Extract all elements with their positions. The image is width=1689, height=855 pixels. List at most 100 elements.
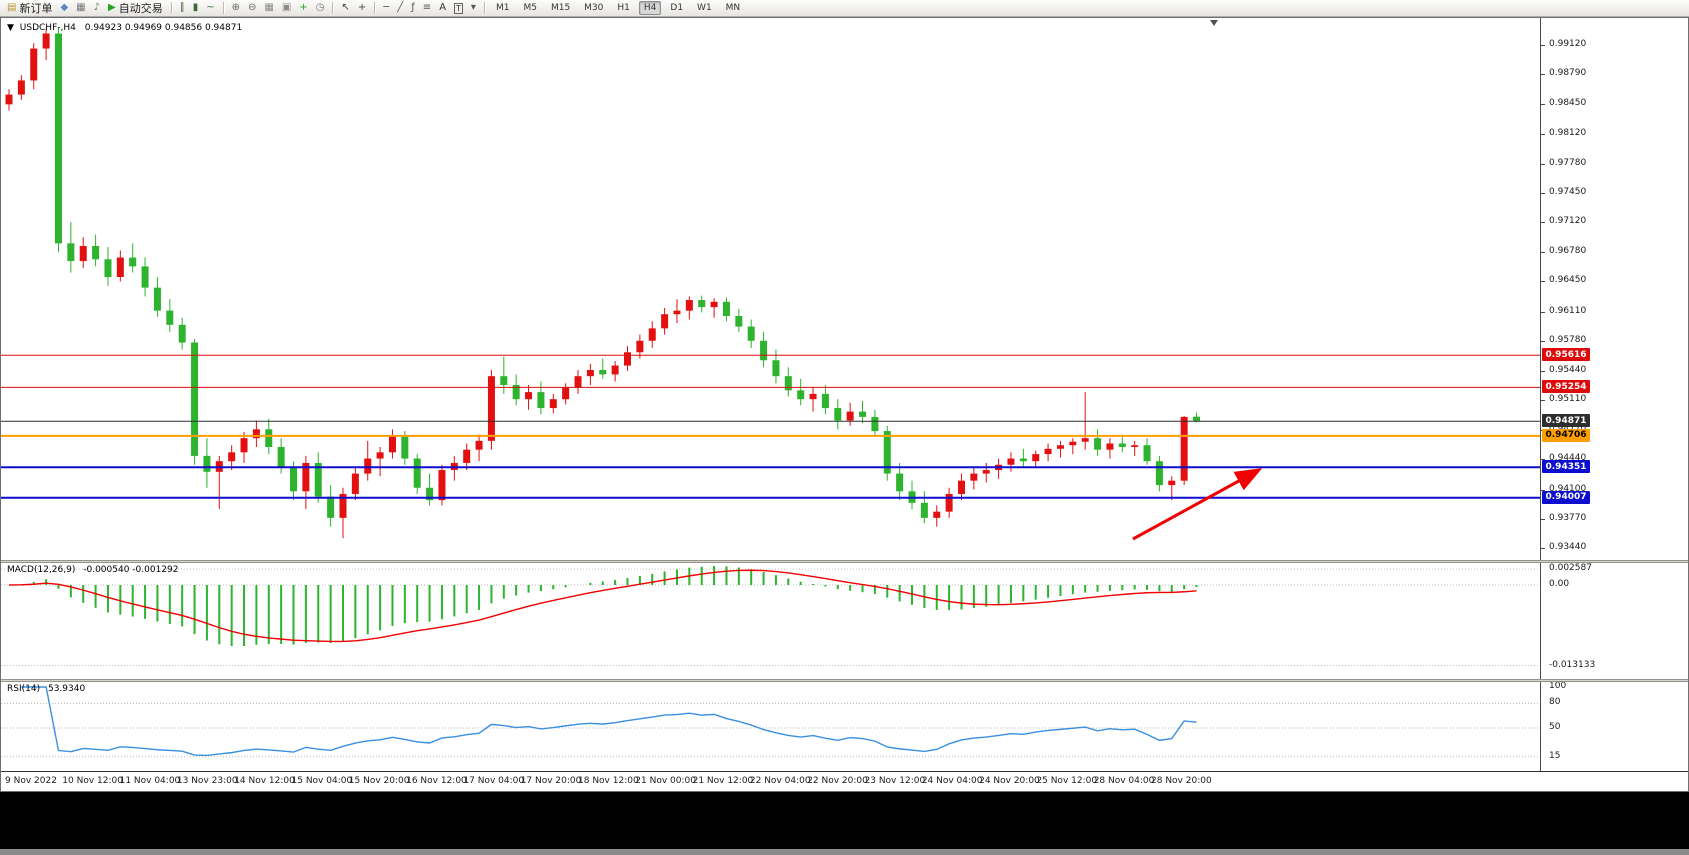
chart-window-icon: ▦ [76,2,86,13]
price-axis-tick [1541,547,1545,549]
price-axis-label: 0.97450 [1549,186,1587,197]
candle-body [512,385,520,400]
candle-body [413,458,421,488]
crosshair-icon: + [357,2,367,13]
timeframe-button-m5[interactable]: M5 [523,3,537,13]
candle-body [1019,458,1027,462]
candle-body [636,340,644,353]
candle-body [735,315,743,327]
price-axis[interactable]: 0.99120 0.98790 0.98450 0.98120 0.97780 0.974… [1540,18,1688,771]
new-order-button[interactable]: ▤ 新订单 [4,1,55,16]
time-axis-label: 28 Nov 20:00 [1151,776,1212,786]
candle-body [500,376,508,386]
toolbar-separator [170,2,172,14]
trendline-button[interactable]: ╱ [394,1,406,16]
price-axis-tick [1541,163,1545,165]
zoom-out-button[interactable]: ⊖ [245,1,259,16]
candle-body [760,340,768,361]
toolbar-separator [222,2,224,14]
candle-body [339,493,347,518]
macd-axis-label: -0.013133 [1549,659,1596,670]
timeframe-button-h1[interactable]: H1 [617,3,630,13]
levels-button[interactable]: ≡ [420,1,434,16]
candle-body [586,369,594,377]
timeframe-button-m30[interactable]: M30 [584,3,604,13]
candle-chart-type-button[interactable]: ▮ [190,1,202,16]
time-axis[interactable]: 9 Nov 2022 10 Nov 12:00 11 Nov 04:00 13 Nov… [1,771,1688,791]
candle-body [1056,445,1064,449]
timeframe-button-mn[interactable]: MN [725,3,741,13]
rsi-axis-label: 100 [1549,681,1567,691]
time-axis-label: 14 Nov 12:00 [234,776,295,786]
timeframe-button-m15[interactable]: M15 [550,3,571,13]
price-axis-label: 0.93440 [1549,541,1587,552]
shapes-button[interactable]: ▾ [468,1,479,16]
panel-separator[interactable] [1,560,1688,563]
candle-body [228,452,236,462]
candle-body [388,436,396,453]
symbol-period-label: USDCHF-,H4 [19,23,76,33]
time-axis-label: 24 Nov 20:00 [979,776,1040,786]
candle-body [611,365,619,375]
candle-body [846,411,854,421]
candle-body [797,390,805,400]
candle-body [487,376,495,441]
candle-body [821,393,829,409]
rsi-line [21,686,1197,757]
candle-body [1193,416,1201,422]
text-label-button[interactable]: T [451,1,466,16]
grid-button[interactable]: ▦ [261,1,276,16]
macd-panel-canvas[interactable] [1,563,1540,679]
timeframe-button-d1[interactable]: D1 [670,3,684,13]
chart-window-button[interactable]: ▦ [73,1,88,16]
grid-icon: ▦ [264,2,274,13]
candle-body [549,399,557,409]
horizontal-line-icon: ─ [383,2,390,13]
current-price-level-price-badge: 0.94871 [1542,414,1590,428]
time-axis-label: 9 Nov 2022 [5,776,57,786]
time-axis-label: 23 Nov 12:00 [864,776,926,786]
indicators-button[interactable]: + [296,1,310,16]
tile-windows-icon: ▣ [281,2,292,13]
crosshair-button[interactable]: + [355,1,369,16]
price-axis-label: 0.95110 [1549,394,1587,405]
candle-body [784,376,792,391]
zoom-in-button[interactable]: ⊕ [229,1,243,16]
timeframe-button-w1[interactable]: W1 [697,3,712,13]
candle-body [933,511,941,518]
autotrade-button[interactable]: ▶ 自动交易 [105,1,166,16]
timeframe-button-h4[interactable]: H4 [638,1,662,15]
candle-body [698,300,706,308]
chart-shift-marker[interactable] [1210,20,1218,26]
line-chart-type-button[interactable]: ~ [203,1,217,16]
sound-button[interactable]: ♪ [91,1,103,16]
cursor-button[interactable]: ↖ [338,1,352,16]
rsi-panel-canvas[interactable] [1,682,1540,771]
price-chart-canvas[interactable] [1,18,1540,560]
candle-body [648,328,656,341]
panel-separator[interactable] [1,679,1688,682]
autotrade-button-label: 自动交易 [118,2,163,15]
time-axis-label: 22 Nov 20:00 [807,776,868,786]
main-toolbar: ▤ 新订单 ◆ ▦ ♪ ▶ 自动交易 ∥ ▮ ~ ⊕ ⊖ ▦ ▣ + ◷ ↖ + ─ ╱ ƒ ≡ A T ▾ M1 M5 M15 M30… [0,0,1689,17]
candle-body [17,80,25,95]
periods-button[interactable]: ◷ [313,1,328,16]
tile-windows-button[interactable]: ▣ [279,1,294,16]
price-axis-tick [1541,489,1545,491]
candle-body [1168,480,1176,486]
candle-body [129,257,137,267]
collapse-icon[interactable]: ▼ [7,23,14,33]
fibo-button[interactable]: ƒ [408,1,418,16]
price-axis-label: 0.98450 [1549,98,1587,109]
trend-arrow-annotation[interactable] [1132,468,1263,541]
hline-button[interactable]: ─ [380,1,392,16]
symbols-button[interactable]: ◆ [57,1,71,16]
text-label-icon: T [454,2,463,14]
timeframe-button-m1[interactable]: M1 [495,3,510,13]
price-axis-tick [1541,252,1545,254]
price-axis-tick [1541,45,1545,46]
play-icon: ▶ [108,2,116,13]
text-button[interactable]: A [436,1,449,16]
new-order-button-label: 新订单 [19,2,53,15]
bar-chart-type-button[interactable]: ∥ [177,1,188,16]
